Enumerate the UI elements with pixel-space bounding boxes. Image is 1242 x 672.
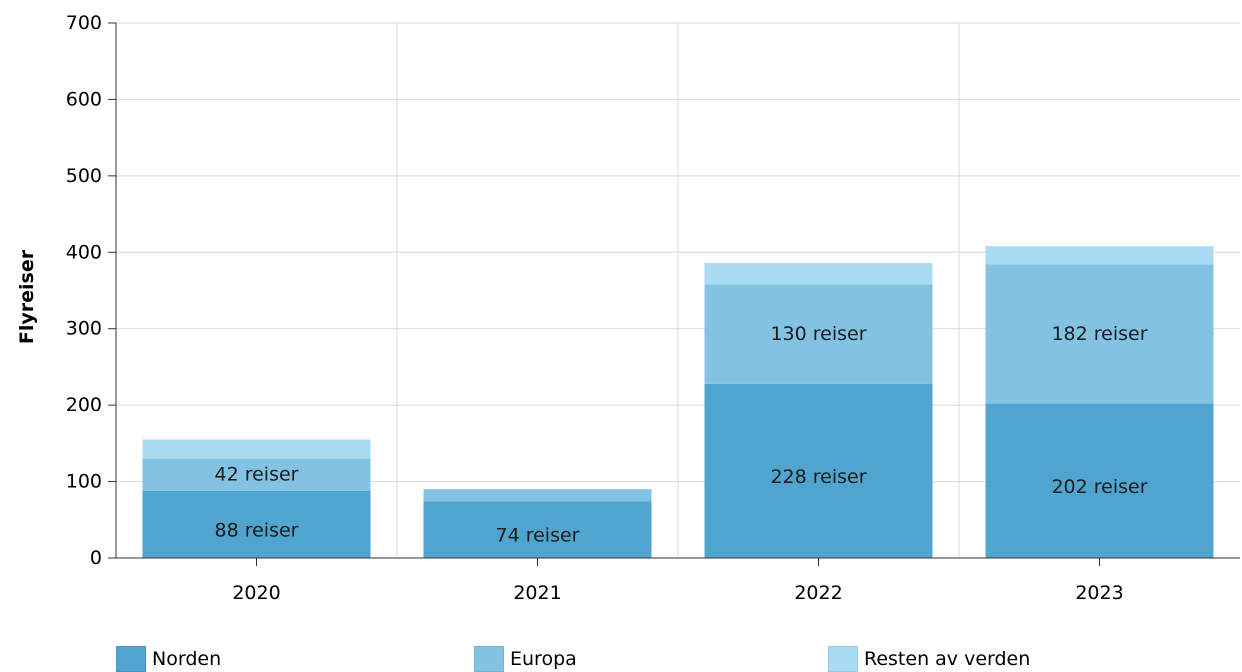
y-axis-label: Flyreiser — [16, 249, 38, 344]
y-tick-label: 200 — [66, 394, 102, 416]
x-tick-label: 2023 — [1075, 582, 1123, 604]
legend: Norden Europa Resten av verden — [0, 646, 1242, 672]
bar-europa-2022[interactable] — [704, 284, 933, 384]
bar-norden-2023[interactable] — [985, 403, 1214, 558]
bar-norden-2020[interactable] — [142, 490, 371, 558]
bar-resten-av-verden-2020[interactable] — [142, 439, 371, 459]
data-label: 228 reiser — [770, 466, 866, 488]
bar-norden-2022[interactable] — [704, 383, 933, 558]
data-label: 74 reiser — [496, 525, 580, 547]
data-label: 182 reiser — [1051, 323, 1147, 345]
y-tick-label: 0 — [90, 547, 102, 569]
legend-label-resten-av-verden: Resten av verden — [864, 648, 1031, 670]
data-labels: 88 reiser 42 reiser 74 reiser 228 reiser 130… — [215, 323, 1148, 547]
x-tick-label: 2022 — [794, 582, 842, 604]
data-label: 42 reiser — [215, 464, 299, 486]
legend-swatch-europa — [474, 646, 504, 672]
bar-resten-av-verden-2022[interactable] — [704, 262, 933, 285]
legend-item-resten-av-verden[interactable]: Resten av verden — [828, 646, 1030, 672]
legend-swatch-resten-av-verden — [828, 646, 858, 672]
y-tick-label: 400 — [66, 241, 102, 263]
bar-europa-2020[interactable] — [142, 458, 371, 491]
legend-label-europa: Europa — [510, 648, 577, 670]
data-label: 88 reiser — [215, 519, 299, 541]
y-tick-label: 300 — [66, 318, 102, 340]
bars — [142, 246, 1214, 558]
x-tick-label: 2021 — [513, 582, 561, 604]
bar-norden-2021[interactable] — [423, 501, 652, 558]
stacked-bar-chart: 0 100 200 300 400 500 600 700 2020 2021 2022 2023 8… — [16, 12, 1240, 604]
y-tick-label: 700 — [66, 12, 102, 34]
legend-item-norden[interactable]: Norden — [116, 646, 221, 672]
data-label: 130 reiser — [770, 323, 866, 345]
y-tick-label: 100 — [66, 471, 102, 493]
y-tick-label: 500 — [66, 165, 102, 187]
legend-swatch-norden — [116, 646, 146, 672]
y-tick-label: 600 — [66, 88, 102, 110]
legend-label-norden: Norden — [152, 648, 222, 670]
legend-item-europa[interactable]: Europa — [474, 646, 577, 672]
bar-resten-av-verden-2023[interactable] — [985, 246, 1214, 265]
bar-europa-2023[interactable] — [985, 264, 1214, 404]
bar-europa-2021[interactable] — [423, 489, 652, 502]
x-tick-label: 2020 — [232, 582, 280, 604]
data-label: 202 reiser — [1051, 476, 1147, 498]
axes: 0 100 200 300 400 500 600 700 2020 2021 2022 2023 — [66, 12, 1240, 604]
grid — [116, 22, 1240, 558]
